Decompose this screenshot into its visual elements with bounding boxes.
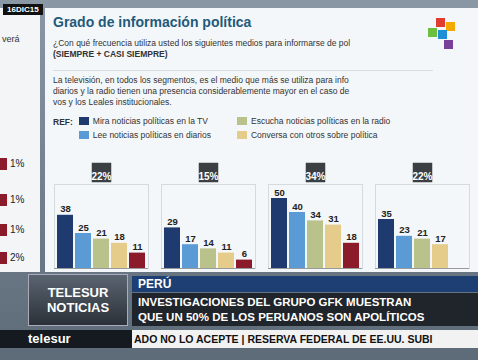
svg-text:50: 50 <box>274 187 285 198</box>
html-text:Grado de información política: Grado de información política <box>53 14 252 30</box>
svg-text:34: 34 <box>310 209 321 220</box>
html-text:vos y los Leales institucional: vos y los Leales institucionales. <box>53 97 172 107</box>
html-text:2%: 2% <box>10 252 25 263</box>
html-text:Escucha noticias políticas en: Escucha noticias políticas en la radio <box>251 116 391 126</box>
svg-text:14: 14 <box>203 237 214 248</box>
html-text:TELESUR: TELESUR <box>47 285 109 300</box>
svg-text:22%: 22% <box>91 171 111 182</box>
svg-text:40: 40 <box>292 201 303 212</box>
html-text:diarios y la radio tienen una: diarios y la radio tienen una presencia … <box>53 86 350 96</box>
svg-text:29: 29 <box>167 216 178 227</box>
html-text:INVESTIGACIONES DEL GRUPO GFK: INVESTIGACIONES DEL GRUPO GFK MUESTRAN <box>138 296 412 308</box>
svg-text:25: 25 <box>78 222 89 233</box>
svg-text:18: 18 <box>114 231 125 242</box>
svg-text:17: 17 <box>435 233 446 244</box>
html-text:verá: verá <box>2 34 20 44</box>
html-text:La televisión, en todos los se: La televisión, en todos los segmentos, e… <box>53 75 349 85</box>
svg-text:35: 35 <box>381 208 392 219</box>
svg-text:17: 17 <box>185 233 196 244</box>
html-text:QUE UN 50% DE LOS PERUANOS SON: QUE UN 50% DE LOS PERUANOS SON APOLÍTICO… <box>138 311 425 323</box>
html-text:NOTICIAS: NOTICIAS <box>46 300 110 315</box>
html-text:Mira noticias políticas en la: Mira noticias políticas en la TV <box>92 116 208 126</box>
svg-text:21: 21 <box>96 227 107 238</box>
html-text:1%: 1% <box>10 224 25 235</box>
svg-text:38: 38 <box>60 203 71 214</box>
svg-text:15%: 15% <box>198 171 218 182</box>
svg-text:11: 11 <box>221 241 232 252</box>
svg-text:21: 21 <box>417 227 428 238</box>
html-text:16DIC15: 16DIC15 <box>7 5 39 14</box>
html-text:¿Con qué frecuencia utiliza us: ¿Con qué frecuencia utiliza usted los si… <box>53 38 351 48</box>
svg-text:31: 31 <box>328 213 339 224</box>
html-text:ADO NO LO ACEPTE | RESERVA FED: ADO NO LO ACEPTE | RESERVA FEDERAL DE EE… <box>134 333 433 345</box>
svg-text:6: 6 <box>242 248 247 259</box>
svg-text:23: 23 <box>399 224 410 235</box>
html-text:Conversa con otros sobre polít: Conversa con otros sobre política <box>251 130 378 140</box>
html-text:1%: 1% <box>10 158 25 169</box>
svg-text:22%: 22% <box>412 171 432 182</box>
html-text:PERÚ: PERÚ <box>138 277 172 291</box>
svg-text:34%: 34% <box>305 171 325 182</box>
svg-text:11: 11 <box>132 241 143 252</box>
html-text:telesur: telesur <box>28 331 71 346</box>
html-text:REF:: REF: <box>53 117 73 127</box>
html-text:(SIEMPRE + CASI SIEMPRE): (SIEMPRE + CASI SIEMPRE) <box>53 49 168 59</box>
html-text:1%: 1% <box>10 194 25 205</box>
svg-text:18: 18 <box>346 231 357 242</box>
html-text:Lee noticias políticas en diar: Lee noticias políticas en diarios <box>92 130 211 140</box>
